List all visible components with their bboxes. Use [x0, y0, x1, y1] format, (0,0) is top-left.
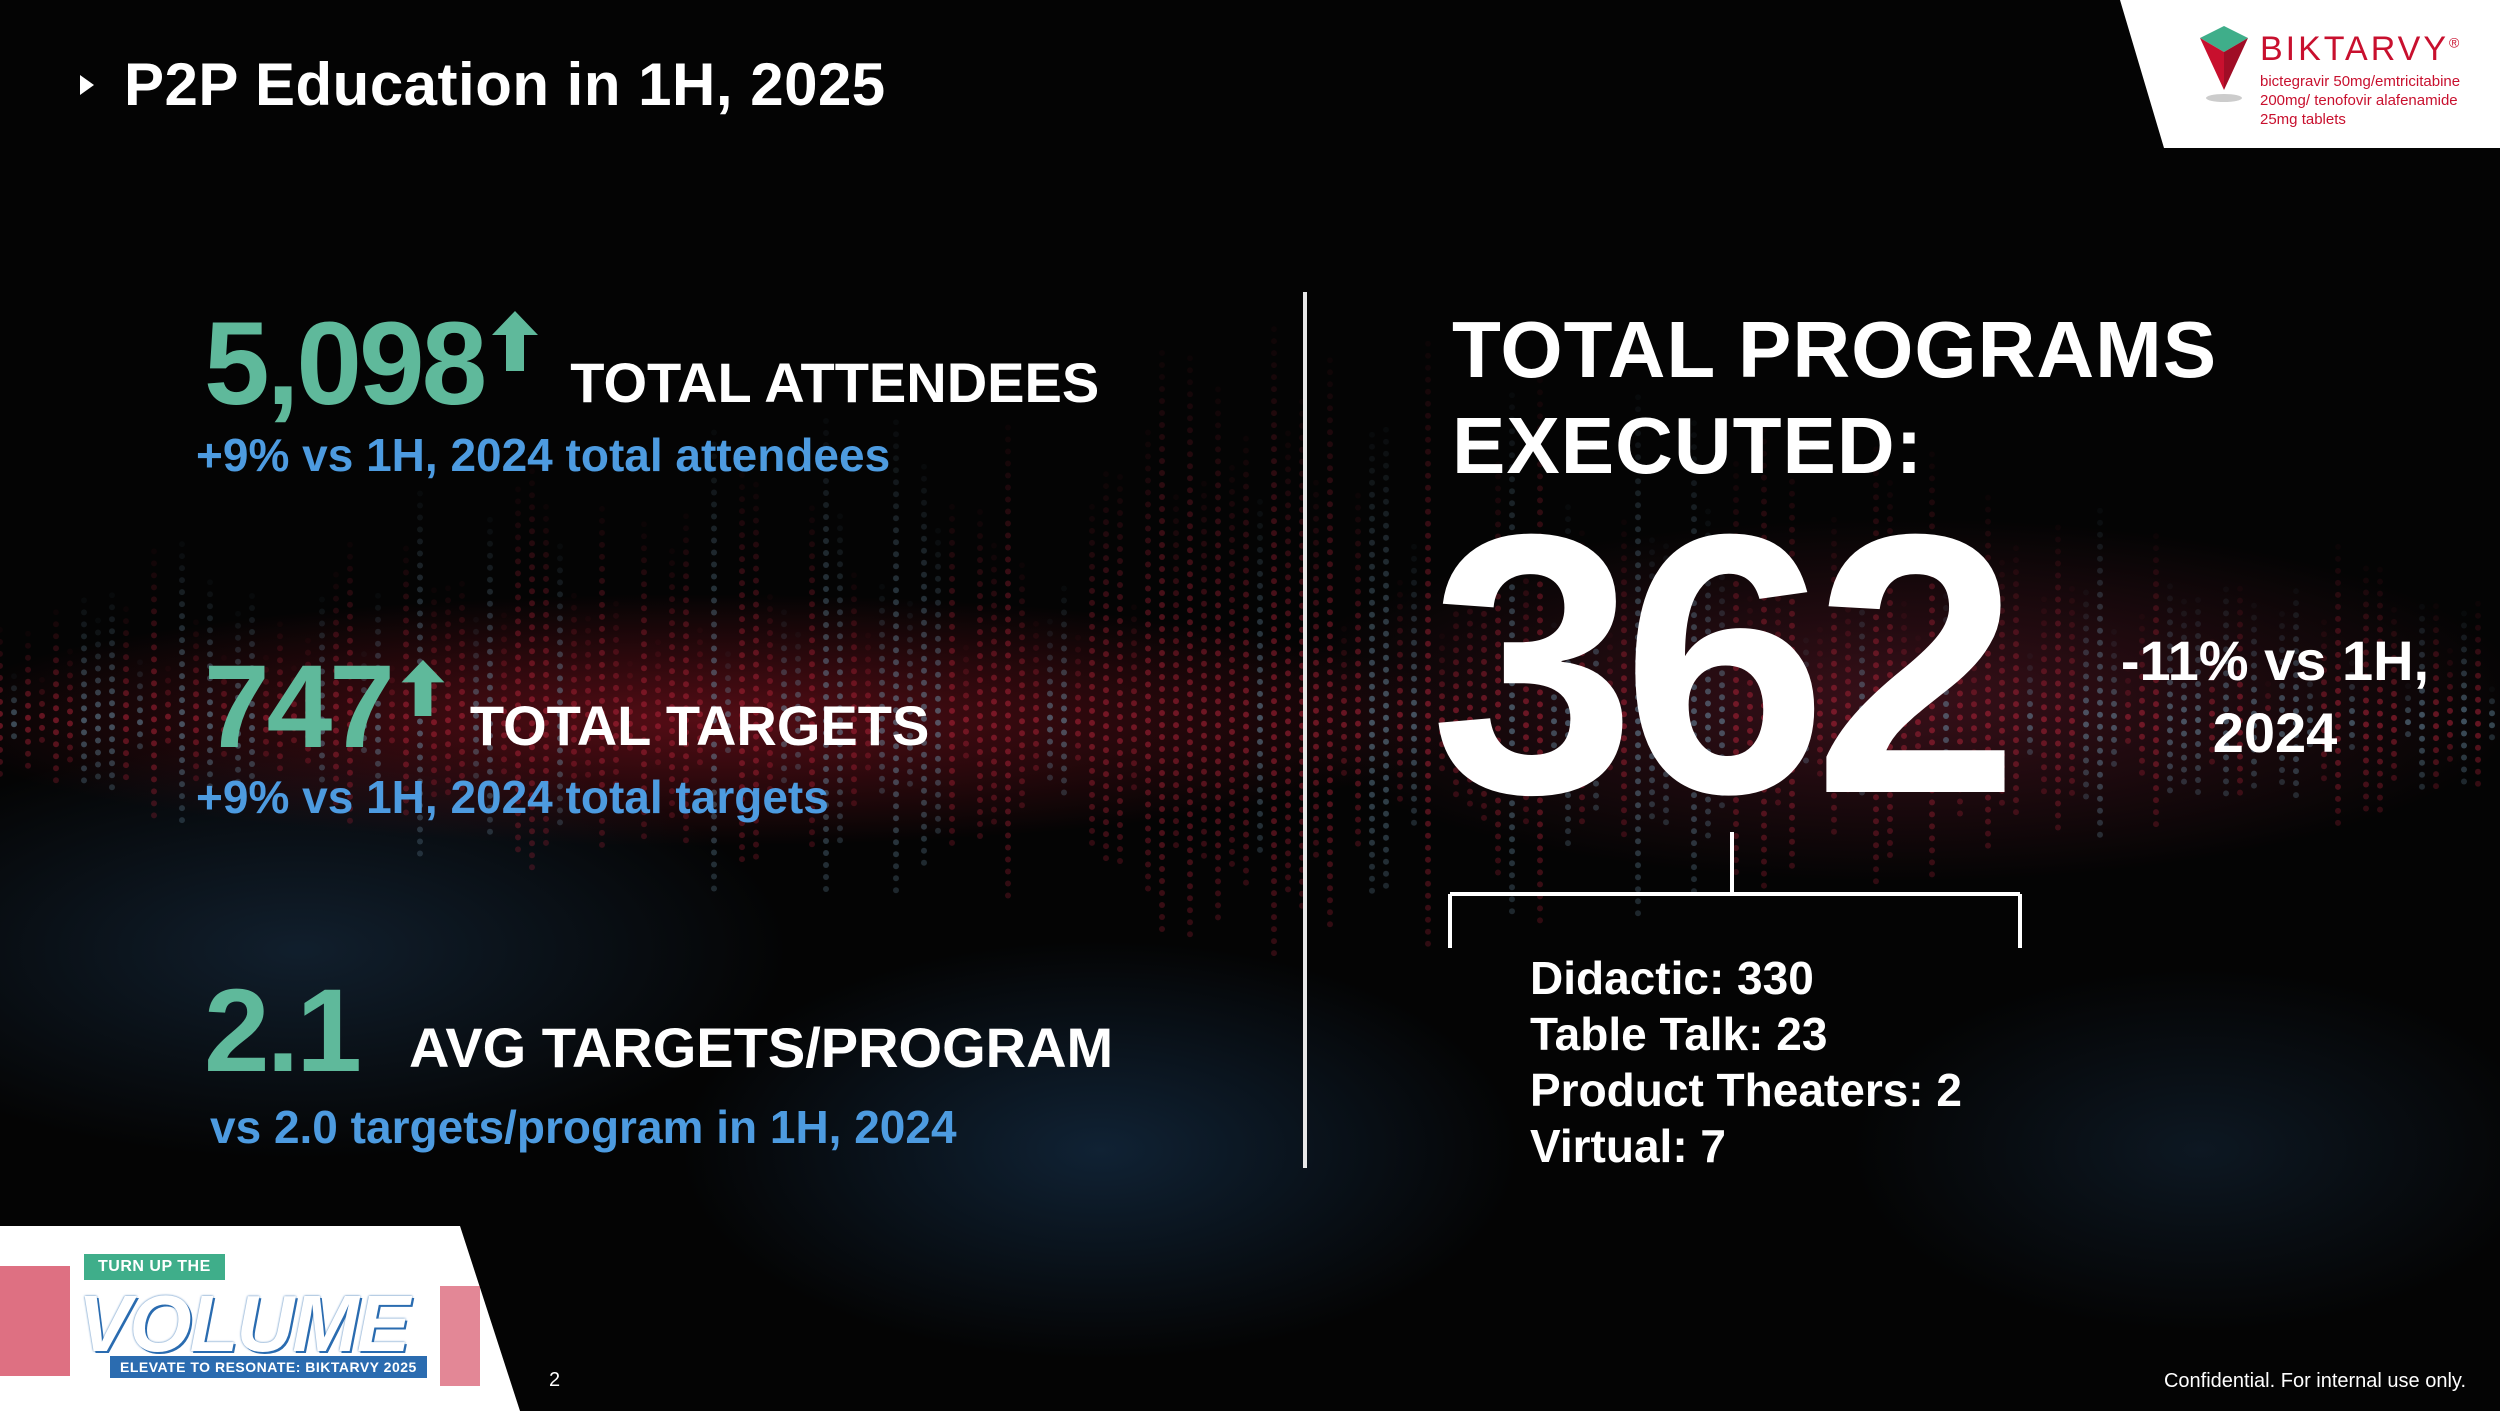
badge-top-text: TURN UP THE	[84, 1254, 225, 1280]
breakdown-bracket	[1448, 832, 2022, 948]
breakdown-item-table-talk: Table Talk: 23	[1530, 1008, 1828, 1060]
logo-background	[2120, 0, 2500, 148]
programs-breakdown: Didactic: 330 Table Talk: 23 Product The…	[1530, 950, 1962, 1174]
page-number: 2	[549, 1369, 561, 1391]
confidential-notice: Confidential. For internal use only.	[2163, 1370, 2466, 1392]
programs-total: 362	[1430, 458, 2019, 871]
stat-label: TOTAL TARGETS	[469, 694, 930, 757]
bullet-triangle-icon	[80, 74, 94, 95]
stat-value: 5,098	[204, 298, 487, 430]
stat-value: 747	[204, 641, 395, 773]
campaign-badge: TURN UP THE VOLUME ELEVATE TO RESONATE: …	[0, 1226, 520, 1411]
breakdown-item-didactic: Didactic: 330	[1530, 952, 1814, 1004]
up-arrow-icon	[401, 660, 445, 716]
stat-comparison: +9% vs 1H, 2024 total attendees	[196, 429, 891, 481]
slide-title: P2P Education in 1H, 2025	[80, 50, 886, 119]
stat-label: AVG TARGETS/PROGRAM	[409, 1016, 1114, 1079]
programs-title: TOTAL PROGRAMS EXECUTED:	[1452, 305, 2218, 490]
badge-main-text: VOLUME	[78, 1279, 410, 1368]
brand-subtitle: bictegravir 50mg/emtricitabine 200mg/ te…	[2260, 73, 2461, 128]
brand-logo: BIKTARVY® bictegravir 50mg/emtricitabine…	[2120, 0, 2500, 148]
programs-delta: -11% vs 1H, 2024	[2120, 629, 2430, 764]
stat-value: 2.1	[204, 965, 362, 1097]
stat-avg-targets: 2.1 AVG TARGETS/PROGRAM	[204, 972, 1113, 1090]
stat-comparison: vs 2.0 targets/program in 1H, 2024	[210, 1101, 957, 1153]
stat-total-attendees: 5,098 TOTAL ATTENDEES	[204, 305, 1099, 423]
vertical-divider	[1303, 292, 1307, 1168]
stat-label: TOTAL ATTENDEES	[570, 351, 1100, 414]
badge-bottom-text: ELEVATE TO RESONATE: BIKTARVY 2025	[110, 1356, 427, 1378]
stat-total-targets: 747 TOTAL TARGETS	[204, 648, 929, 766]
logo-mark-icon	[2200, 26, 2248, 52]
breakdown-item-virtual: Virtual: 7	[1530, 1120, 1726, 1172]
brand-name: BIKTARVY®	[2260, 30, 2463, 68]
stat-comparison: +9% vs 1H, 2024 total targets	[196, 771, 829, 823]
breakdown-item-product-theaters: Product Theaters: 2	[1530, 1064, 1962, 1116]
slide-title-text: P2P Education in 1H, 2025	[124, 51, 886, 118]
up-arrow-icon	[492, 311, 539, 371]
